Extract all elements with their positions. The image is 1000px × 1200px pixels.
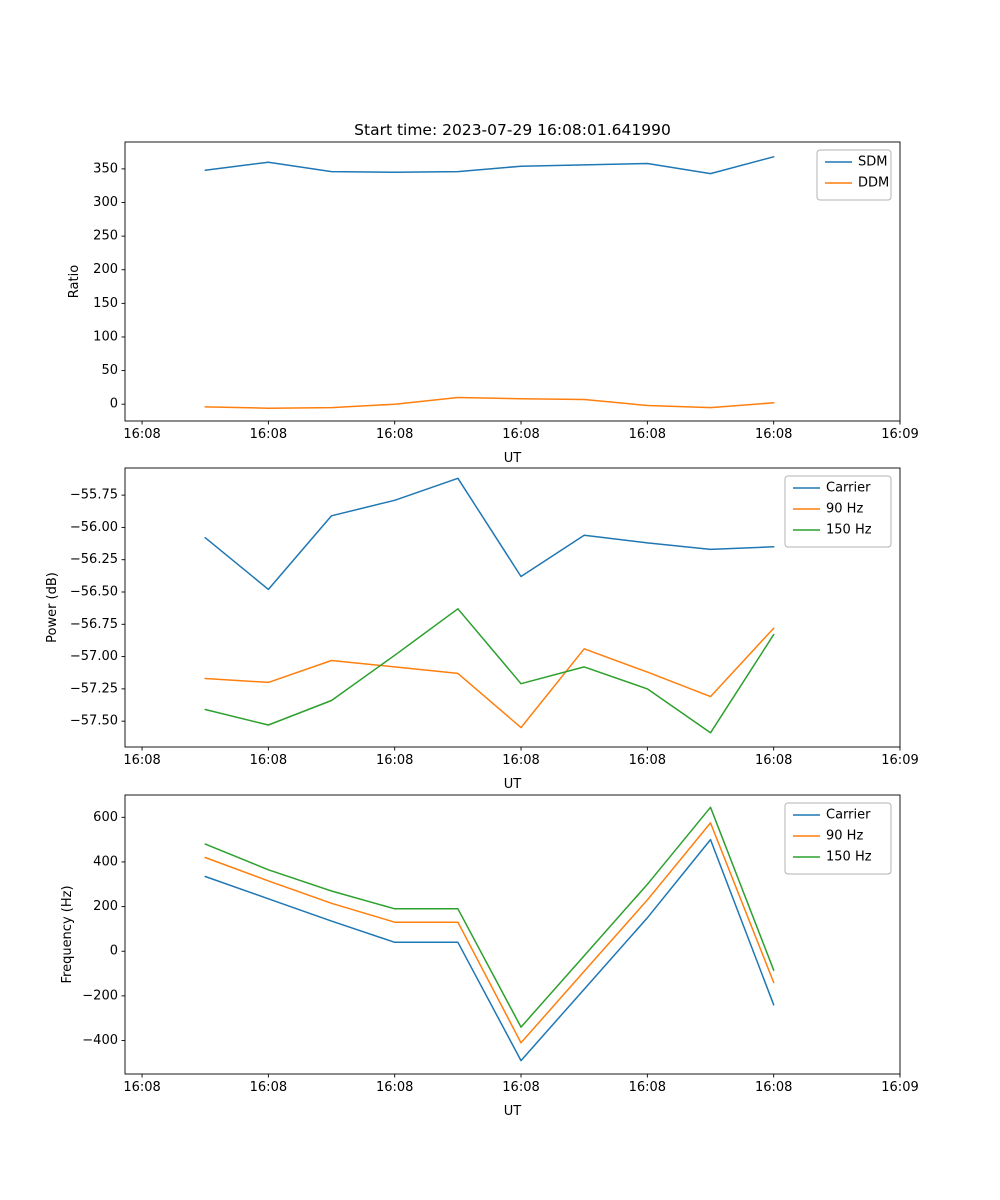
power-plot-xtick-label: 16:08	[376, 753, 413, 768]
ratio-plot-series-sdm	[204, 156, 775, 175]
frequency-plot-legend-label: Carrier	[826, 808, 871, 823]
ratio-plot-xtick-label: 16:09	[881, 427, 918, 442]
frequency-plot-xtick-label: 16:08	[376, 1080, 413, 1095]
power-plot-xtick-label: 16:08	[250, 753, 287, 768]
power-plot-xtick-label: 16:08	[629, 753, 666, 768]
frequency-plot-xtick-label: 16:09	[881, 1080, 918, 1095]
power-plot-xtick-label: 16:08	[123, 753, 160, 768]
power-plot-xtick-label: 16:09	[881, 753, 918, 768]
frequency-plot-ylabel: Frequency (Hz)	[60, 885, 75, 983]
ratio-plot-xtick-label: 16:08	[502, 427, 539, 442]
power-plot-legend-label: 90 Hz	[826, 502, 863, 517]
ratio-plot-xlabel: UT	[504, 451, 522, 466]
ratio-plot-ytick-label: 50	[101, 363, 118, 378]
power-plot-series-carrier	[204, 477, 775, 591]
ratio-plot: 16:08 16:08 16:08 16:08 16:08 16:08 16:09 0 50 10…	[67, 141, 919, 466]
power-plot-frame	[124, 467, 901, 748]
ratio-plot-ytick-label: 150	[93, 296, 118, 311]
power-plot-series-150-hz	[204, 608, 775, 734]
ratio-plot-legend-label: SDM	[858, 155, 887, 170]
ratio-plot-legend-label: DDM	[858, 176, 889, 191]
frequency-plot-legend-label: 90 Hz	[826, 829, 863, 844]
power-plot-ytick-label: −55.75	[70, 488, 118, 503]
power-plot-ytick-label: −56.50	[70, 585, 118, 600]
ratio-plot-ytick-label: 0	[110, 397, 118, 412]
frequency-plot-ytick-label: 0	[110, 944, 118, 959]
power-plot-xtick-label: 16:08	[502, 753, 539, 768]
frequency-plot-xtick-label: 16:08	[755, 1080, 792, 1095]
ratio-plot-ytick-label: 250	[93, 229, 118, 244]
ratio-plot-xtick-label: 16:08	[250, 427, 287, 442]
power-plot-ylabel: Power (dB)	[45, 572, 60, 643]
ratio-plot-ytick-label: 300	[93, 195, 118, 210]
power-plot-legend-label: 150 Hz	[826, 523, 872, 538]
ratio-plot-ytick-label: 200	[93, 262, 118, 277]
power-plot-series-90-hz	[204, 627, 775, 729]
power-plot-xtick-label: 16:08	[755, 753, 792, 768]
frequency-plot-ytick-label: 200	[93, 899, 118, 914]
ratio-plot-xtick-label: 16:08	[629, 427, 666, 442]
power-plot-ytick-label: −57.25	[70, 681, 118, 696]
frequency-plot-series-150-hz	[204, 806, 775, 1028]
frequency-plot-xlabel: UT	[504, 1104, 522, 1119]
power-plot-ytick-label: −56.75	[70, 617, 118, 632]
ratio-plot-ylabel: Ratio	[67, 265, 82, 298]
power-plot-ytick-label: −57.00	[70, 649, 118, 664]
ratio-plot-frame	[124, 141, 901, 422]
frequency-plot-xtick-label: 16:08	[502, 1080, 539, 1095]
frequency-plot-xtick-label: 16:08	[123, 1080, 160, 1095]
power-plot: 16:08 16:08 16:08 16:08 16:08 16:08 16:09 −57.5…	[45, 467, 919, 792]
ratio-plot-ytick-label: 100	[93, 329, 118, 344]
ratio-plot-xtick-label: 16:08	[123, 427, 160, 442]
frequency-plot-ytick-label: −400	[82, 1033, 118, 1048]
frequency-plot-ytick-label: 600	[93, 810, 118, 825]
frequency-plot-series-90-hz	[204, 822, 775, 1044]
figure-title: Start time: 2023-07-29 16:08:01.641990	[354, 121, 671, 139]
frequency-plot-ytick-label: 400	[93, 854, 118, 869]
ratio-plot-xtick-label: 16:08	[755, 427, 792, 442]
ratio-plot-xtick-label: 16:08	[376, 427, 413, 442]
power-plot-ytick-label: −56.25	[70, 552, 118, 567]
frequency-plot-legend-label: 150 Hz	[826, 850, 872, 865]
frequency-plot-series-carrier	[204, 838, 775, 1062]
power-plot-xlabel: UT	[504, 777, 522, 792]
frequency-plot-frame	[124, 794, 901, 1075]
ratio-plot-ytick-label: 350	[93, 161, 118, 176]
frequency-plot: 16:08 16:08 16:08 16:08 16:08 16:08 16:09 −400 −…	[60, 794, 919, 1119]
power-plot-ytick-label: −57.50	[70, 714, 118, 729]
frequency-plot-ytick-label: −200	[82, 988, 118, 1003]
frequency-plot-xtick-label: 16:08	[250, 1080, 287, 1095]
power-plot-ytick-label: −56.00	[70, 520, 118, 535]
ratio-plot-series-ddm	[204, 396, 775, 409]
power-plot-legend-label: Carrier	[826, 481, 871, 496]
frequency-plot-xtick-label: 16:08	[629, 1080, 666, 1095]
